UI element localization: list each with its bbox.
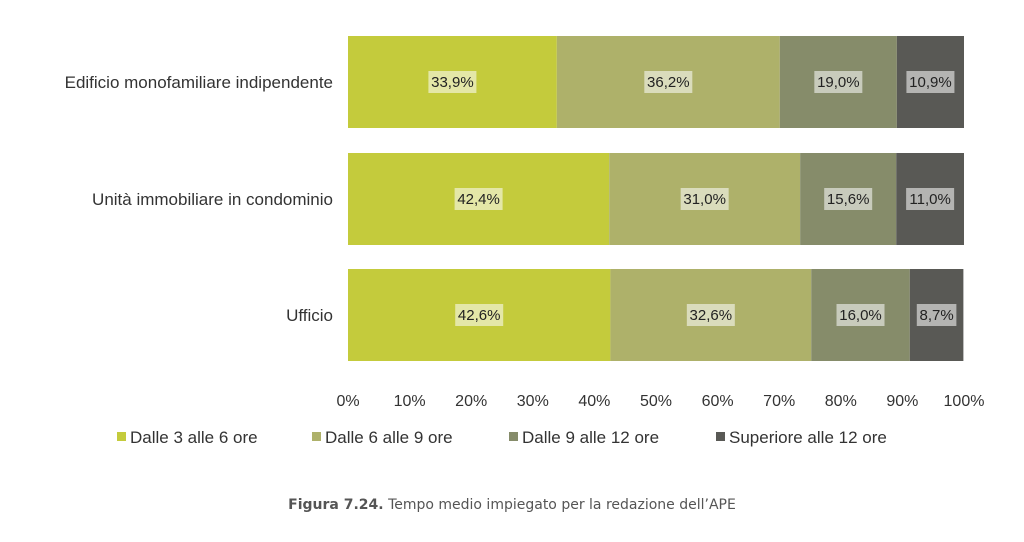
category-label: Ufficio (286, 306, 333, 325)
data-label: 42,6% (458, 307, 501, 324)
x-tick-label: 70% (763, 393, 795, 410)
data-label-background (906, 71, 955, 93)
legend-label: Dalle 9 alle 12 ore (522, 428, 659, 447)
x-tick-label: 60% (702, 393, 734, 410)
data-label: 33,9% (431, 74, 474, 91)
data-label-background (836, 304, 885, 326)
legend-swatch (509, 432, 518, 441)
data-label-background (824, 188, 873, 210)
data-label-background (906, 188, 955, 210)
data-label-background (686, 304, 735, 326)
data-label-background (455, 304, 504, 326)
data-label-background (428, 71, 477, 93)
x-tick-label: 90% (886, 393, 918, 410)
x-tick-label: 50% (640, 393, 672, 410)
category-labels: Edificio monofamiliare indipendente Unità… (65, 73, 333, 325)
stacked-bar-chart: 33,9% 36,2% 19,0% 10,9% 42,4% 31,0% 15,6% 11,0%… (65, 36, 984, 447)
category-label: Edificio monofamiliare indipendente (65, 73, 333, 92)
x-axis-ticks: 0% 10% 20% 30% 40% 50% 60% 70% 80% 90% 100% (336, 393, 984, 410)
legend-label: Dalle 6 alle 9 ore (325, 428, 453, 447)
x-tick-label: 30% (517, 393, 549, 410)
data-label: 19,0% (817, 74, 860, 91)
legend-swatch (117, 432, 126, 441)
data-label: 36,2% (647, 74, 690, 91)
data-label-background (680, 188, 729, 210)
figure-number: Figura 7.24. (288, 497, 384, 513)
data-label-background (454, 188, 503, 210)
x-tick-label: 100% (944, 393, 985, 410)
data-label: 15,6% (827, 191, 870, 208)
category-label: Unità immobiliare in condominio (92, 190, 333, 209)
figure-caption-text: Tempo medio impiegato per la redazione d… (388, 497, 736, 513)
data-label: 16,0% (839, 307, 882, 324)
data-label: 42,4% (457, 191, 500, 208)
legend-label: Dalle 3 alle 6 ore (130, 428, 258, 447)
data-label: 10,9% (909, 74, 952, 91)
legend-swatch (312, 432, 321, 441)
legend-swatch (716, 432, 725, 441)
data-label-background (916, 304, 957, 326)
data-label: 8,7% (919, 307, 953, 324)
x-tick-label: 10% (394, 393, 426, 410)
data-label-background (644, 71, 693, 93)
data-label: 31,0% (683, 191, 726, 208)
x-tick-label: 0% (336, 393, 359, 410)
x-tick-label: 20% (455, 393, 487, 410)
plot-area: 33,9% 36,2% 19,0% 10,9% 42,4% 31,0% 15,6% 11,0%… (348, 36, 964, 361)
legend: Dalle 3 alle 6 ore Dalle 6 alle 9 ore Dall… (117, 428, 887, 447)
data-label: 11,0% (909, 191, 950, 208)
data-label: 32,6% (690, 307, 733, 324)
x-tick-label: 40% (578, 393, 610, 410)
data-label-background (814, 71, 863, 93)
figure-caption: Figura 7.24. Tempo medio impiegato per l… (0, 497, 1024, 513)
x-tick-label: 80% (825, 393, 857, 410)
legend-label: Superiore alle 12 ore (729, 428, 887, 447)
